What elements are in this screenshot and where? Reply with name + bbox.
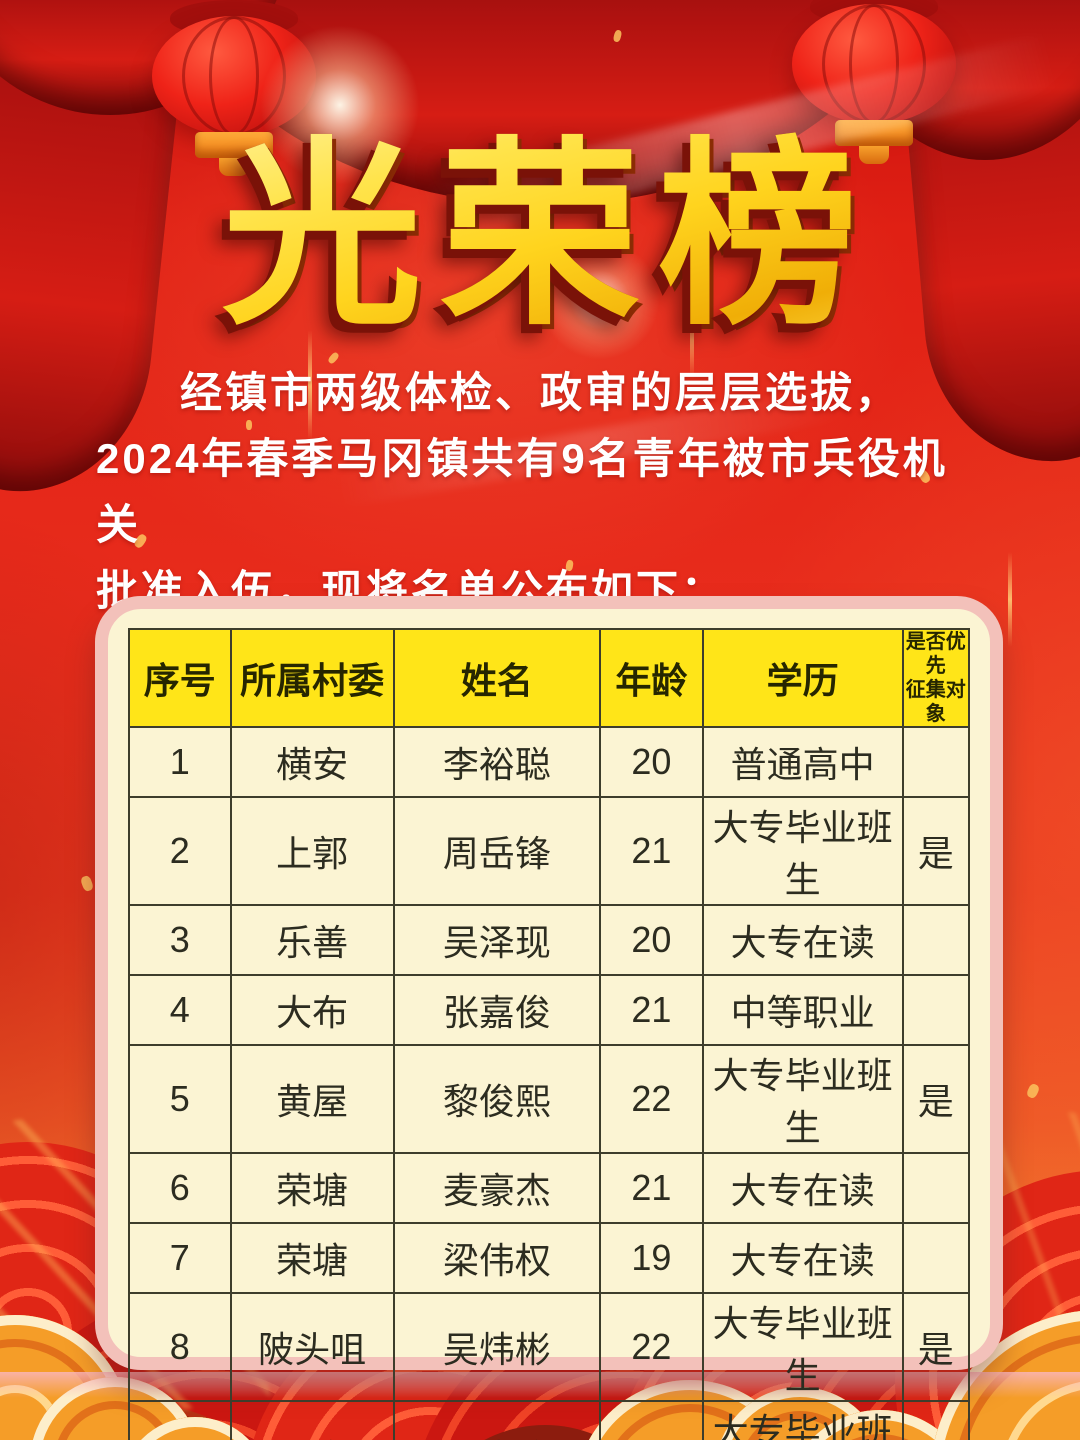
table-row: 2 上郭 周岳锋 21 大专毕业班生 是 [128,796,971,906]
cell-village: 陂头咀 [229,1292,395,1402]
cell-name: 李裕聪 [392,726,602,798]
cell-age: 23 [599,1400,704,1440]
cell-age: 21 [599,1152,704,1224]
cell-priority: 是 [901,1400,971,1440]
cell-name: 吴泽现 [392,904,602,976]
intro-line: 经镇市两级体检、政审的层层选拔， [180,369,901,416]
header-age: 年龄 [599,628,704,728]
header-priority-line1: 是否优先 [905,631,966,677]
cell-village: 上郭 [229,796,395,906]
table-row: 8 陂头咀 吴炜彬 22 大专毕业班生 是 [128,1292,971,1402]
cell-name: 吴炜彬 [392,1292,602,1402]
cell-serial: 9 [128,1400,232,1440]
sparkle [79,874,95,893]
cell-serial: 8 [128,1292,232,1402]
cell-education: 中等职业 [701,974,904,1046]
cell-village: 黄屋 [229,1044,395,1154]
honor-roll-table: 序号 所属村委 姓名 年龄 学历 是否优先 征集对象 1 横安 李裕聪 20 [128,628,971,1440]
cell-name: 黎俊熙 [392,1044,602,1154]
cell-serial: 5 [128,1044,232,1154]
cell-name: 梁伟权 [392,1222,602,1294]
header-priority-line2: 征集对象 [905,679,966,725]
cell-priority [901,1152,971,1224]
cell-education: 大专在读 [701,1222,904,1294]
table-row: 5 黄屋 黎俊熙 22 大专毕业班生 是 [128,1044,971,1154]
table-row: 1 横安 李裕聪 20 普通高中 [128,726,971,798]
page-title-text: 光荣榜 [0,128,1080,346]
cell-name: 张晓烽 [392,1400,602,1440]
cell-name: 张嘉俊 [392,974,602,1046]
table-panel: 序号 所属村委 姓名 年龄 学历 是否优先 征集对象 1 横安 李裕聪 20 [95,596,1003,1440]
cell-education: 大专毕业班生 [701,1400,904,1440]
cell-education: 普通高中 [701,726,904,798]
table-row: 3 乐善 吴泽现 20 大专在读 [128,904,971,976]
cell-priority: 是 [901,796,971,906]
cell-education: 大专毕业班生 [701,796,904,906]
cell-age: 19 [599,1222,704,1294]
cell-serial: 2 [128,796,232,906]
cell-village: 荣塘 [229,1152,395,1224]
cell-education: 大专在读 [701,1152,904,1224]
cell-priority: 是 [901,1044,971,1154]
header-education: 学历 [701,628,904,728]
table-row: 6 荣塘 麦豪杰 21 大专在读 [128,1152,971,1224]
cell-name: 周岳锋 [392,796,602,906]
table-row: 7 荣塘 梁伟权 19 大专在读 [128,1222,971,1294]
header-name: 姓名 [392,628,602,728]
cell-serial: 6 [128,1152,232,1224]
cell-village: 大布 [229,974,395,1046]
intro-line: 2024年春季马冈镇共有9名青年被市兵役机关 [96,435,948,548]
table-row: 9 联合 张晓烽 23 大专毕业班生 是 [128,1400,971,1440]
cell-priority [901,726,971,798]
cell-age: 22 [599,1292,704,1402]
cell-serial: 1 [128,726,232,798]
intro-paragraph: 经镇市两级体检、政审的层层选拔， 2024年春季马冈镇共有9名青年被市兵役机关 … [96,360,988,624]
page-title: 光荣榜 光荣榜 [0,128,1080,358]
header-priority: 是否优先 征集对象 [901,628,971,728]
cell-village: 联合 [229,1400,395,1440]
cell-village: 横安 [229,726,395,798]
lantern-knob [219,158,249,176]
header-village: 所属村委 [229,628,395,728]
lantern-knob [859,146,889,164]
cell-priority [901,974,971,1046]
lantern-rib [209,16,259,136]
cell-serial: 4 [128,974,232,1046]
cell-priority [901,1222,971,1294]
lantern-rib [849,4,899,124]
sparkle-streak [1008,552,1012,647]
cell-name: 麦豪杰 [392,1152,602,1224]
cell-serial: 3 [128,904,232,976]
cell-serial: 7 [128,1222,232,1294]
cell-education: 大专毕业班生 [701,1292,904,1402]
cell-age: 20 [599,904,704,976]
cell-age: 21 [599,974,704,1046]
cell-education: 大专毕业班生 [701,1044,904,1154]
table-row: 4 大布 张嘉俊 21 中等职业 [128,974,971,1046]
cell-age: 21 [599,796,704,906]
cell-priority: 是 [901,1292,971,1402]
header-serial: 序号 [128,628,232,728]
cell-age: 20 [599,726,704,798]
cell-priority [901,904,971,976]
cell-education: 大专在读 [701,904,904,976]
page-title-shadow: 光荣榜 [0,128,1080,346]
cell-village: 荣塘 [229,1222,395,1294]
table-header-row: 序号 所属村委 姓名 年龄 学历 是否优先 征集对象 [128,628,971,728]
cell-village: 乐善 [229,904,395,976]
sparkle [1025,1082,1041,1100]
lantern-base [835,120,913,146]
cell-age: 22 [599,1044,704,1154]
